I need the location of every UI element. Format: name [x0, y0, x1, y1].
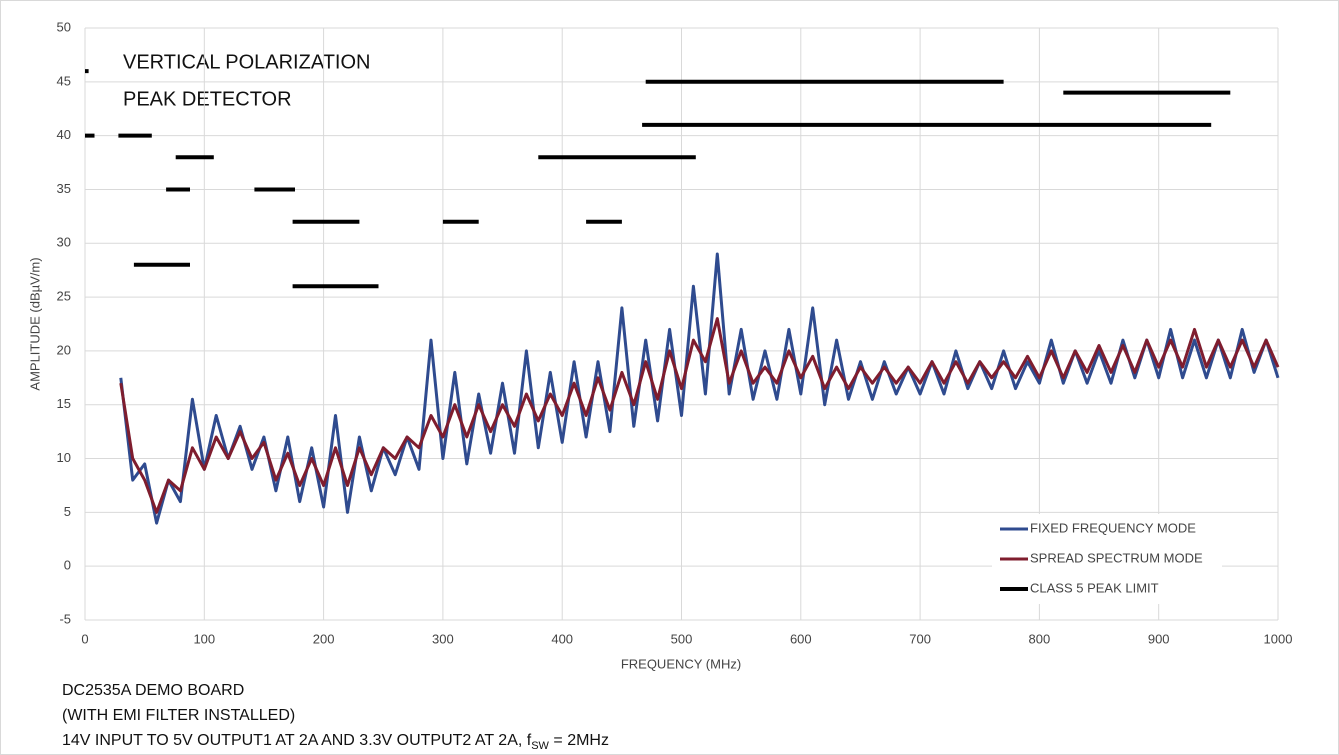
x-axis-label: FREQUENCY (MHz): [621, 656, 741, 671]
y-tick-label: -5: [59, 611, 71, 626]
y-tick-label: 10: [57, 450, 71, 465]
note: 14V INPUT TO 5V OUTPUT1 AT 2A AND 3.3V O…: [62, 732, 609, 752]
x-tick-label: 500: [671, 631, 693, 646]
y-tick-label: 45: [57, 73, 71, 88]
x-tick-label: 300: [432, 631, 454, 646]
x-tick-label: 1000: [1264, 631, 1293, 646]
note: DC2535A DEMO BOARD: [62, 682, 244, 699]
y-tick-label: 40: [57, 127, 71, 142]
y-tick-label: 25: [57, 289, 71, 304]
x-tick-label: 600: [790, 631, 812, 646]
series-line: [119, 317, 1280, 514]
x-tick-label: 400: [551, 631, 573, 646]
x-tick-label: 0: [81, 631, 88, 646]
note: (WITH EMI FILTER INSTALLED): [62, 707, 295, 724]
x-tick-label: 800: [1029, 631, 1051, 646]
annotation: PEAK DETECTOR: [123, 88, 292, 110]
series-line: [85, 69, 1231, 289]
legend-label: SPREAD SPECTRUM MODE: [1030, 550, 1203, 565]
x-tick-label: 200: [313, 631, 335, 646]
y-tick-label: 0: [64, 558, 71, 573]
y-tick-label: 30: [57, 235, 71, 250]
annotation: VERTICAL POLARIZATION: [123, 51, 370, 73]
y-tick-label: 15: [57, 396, 71, 411]
legend-label: FIXED FREQUENCY MODE: [1030, 520, 1196, 535]
x-tick-label: 700: [909, 631, 931, 646]
y-tick-label: 5: [64, 504, 71, 519]
x-tick-label: 900: [1148, 631, 1170, 646]
x-tick-label: 100: [193, 631, 215, 646]
series-line: [119, 252, 1280, 525]
legend-box: [992, 514, 1222, 604]
y-tick-label: 50: [57, 19, 71, 34]
y-tick-label: 20: [57, 342, 71, 357]
y-axis-label: AMPLITUDE (dBµV/m): [27, 257, 42, 390]
y-tick-label: 35: [57, 181, 71, 196]
legend-label: CLASS 5 PEAK LIMIT: [1030, 580, 1159, 595]
